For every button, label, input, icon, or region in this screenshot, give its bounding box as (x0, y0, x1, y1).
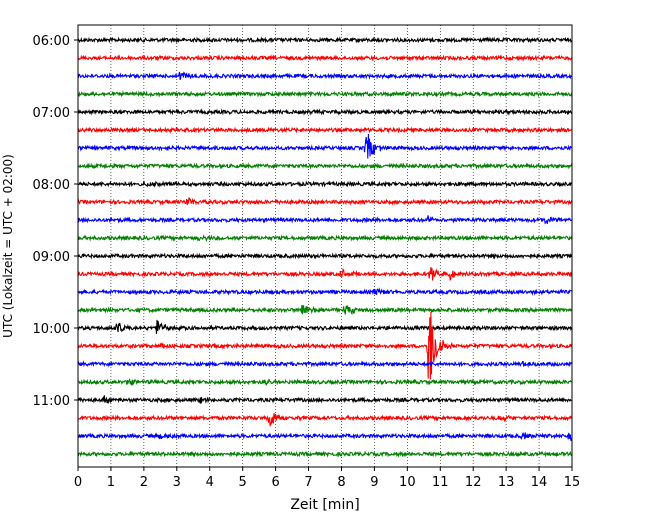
y-axis-label: UTC (Lokalzeit = UTC + 02:00) (1, 154, 15, 338)
seismic-trace (77, 180, 573, 188)
x-tick-label: 3 (173, 475, 181, 490)
seismic-trace (77, 126, 573, 134)
x-tick-label: 4 (206, 475, 214, 490)
y-tick-label: 07:00 (33, 106, 70, 121)
x-tick-label: 1 (107, 475, 115, 490)
seismic-trace (77, 287, 573, 296)
x-axis: 0 1 2 3 4 5 6 7 8 9 10 11 12 13 14 15 (74, 467, 580, 490)
seismic-trace (77, 311, 573, 380)
x-tick-label: 11 (432, 475, 449, 490)
x-tick-label: 5 (239, 475, 247, 490)
seismic-trace (77, 305, 573, 316)
seismic-trace (77, 162, 573, 170)
seismic-trace (77, 108, 573, 116)
x-tick-label: 15 (564, 475, 581, 490)
seismic-trace (77, 432, 573, 441)
seismic-trace (77, 378, 572, 387)
y-axis: 06:00 07:00 08:00 09:00 10:00 11:00 (33, 34, 78, 409)
trace-group (77, 36, 573, 458)
x-tick-label: 12 (465, 475, 482, 490)
seismic-trace (77, 71, 573, 81)
seismic-trace (77, 360, 573, 368)
plot-frame (77, 24, 573, 468)
x-axis-label: Zeit [min] (290, 497, 359, 513)
y-tick-label: 08:00 (33, 178, 70, 193)
seismic-trace (77, 450, 573, 458)
seismic-trace (77, 412, 573, 427)
seismic-trace (77, 319, 573, 334)
y-tick-label: 10:00 (33, 322, 70, 337)
x-tick-label: 0 (74, 475, 82, 490)
x-tick-label: 8 (337, 475, 345, 490)
seismic-trace (77, 36, 573, 44)
y-tick-label: 09:00 (33, 250, 70, 265)
x-tick-label: 10 (399, 475, 416, 490)
seismic-trace (77, 233, 573, 242)
x-tick-label: 7 (304, 475, 312, 490)
x-tick-label: 14 (531, 475, 548, 490)
y-tick-label: 06:00 (33, 34, 70, 49)
x-tick-label: 2 (140, 475, 148, 490)
seismic-trace (77, 395, 572, 405)
seismic-trace (77, 54, 573, 62)
seismic-trace (77, 90, 573, 98)
seismic-trace (77, 133, 573, 159)
seismic-trace (77, 197, 573, 206)
seismic-trace (77, 252, 573, 260)
seismic-trace (77, 215, 573, 225)
seismic-trace (77, 267, 573, 281)
y-tick-label: 11:00 (33, 394, 70, 409)
x-tick-label: 9 (370, 475, 378, 490)
x-tick-label: 13 (498, 475, 515, 490)
x-tick-label: 6 (271, 475, 279, 490)
